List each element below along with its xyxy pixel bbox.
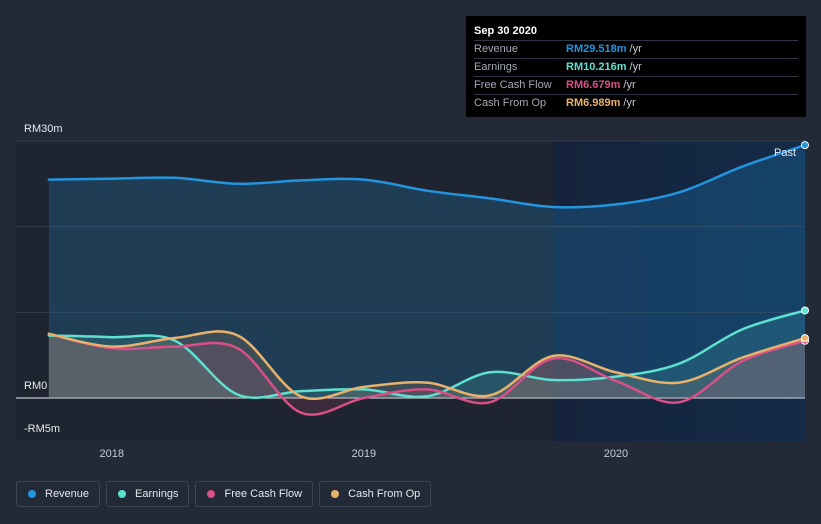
tooltip: Sep 30 2020 Revenue RM29.518m /yr Earnin… — [466, 16, 806, 117]
tooltip-row-unit: /yr — [623, 97, 636, 109]
legend: Revenue Earnings Free Cash Flow Cash Fro… — [16, 481, 432, 507]
endpoint-earnings — [801, 306, 809, 315]
legend-dot-icon — [207, 490, 216, 498]
legend-label: Free Cash Flow — [224, 488, 303, 500]
legend-label: Cash From Op — [348, 488, 421, 500]
x-tick-label-2019: 2019 — [351, 448, 377, 460]
legend-dot-icon — [118, 490, 127, 498]
legend-dot-icon — [331, 490, 340, 498]
line-free-cash-flow — [47, 332, 807, 416]
endpoint-revenue — [801, 141, 809, 150]
tooltip-row-earnings: Earnings RM10.216m /yr — [474, 58, 798, 76]
y-tick-label-30: RM30m — [24, 123, 63, 135]
tooltip-row-unit: /yr — [629, 61, 642, 73]
tooltip-date: Sep 30 2020 — [474, 25, 537, 37]
legend-dot-icon — [28, 490, 36, 498]
tooltip-row-name: Free Cash Flow — [474, 79, 552, 91]
tooltip-row-value: RM6.679m — [566, 79, 621, 91]
legend-item-cash-from-op[interactable]: Cash From Op — [319, 481, 432, 507]
line-earnings — [47, 309, 807, 399]
line-cash-from-op — [47, 330, 807, 401]
tooltip-row-name: Cash From Op — [474, 97, 547, 109]
x-tick-label-2020: 2020 — [603, 448, 629, 460]
tooltip-row-cash-from-op: Cash From Op RM6.989m /yr — [474, 94, 798, 112]
tooltip-row-free-cash-flow: Free Cash Flow RM6.679m /yr — [474, 76, 798, 94]
tooltip-row-value: RM10.216m — [566, 61, 627, 73]
line-revenue — [47, 143, 807, 209]
area-earnings — [48, 310, 806, 398]
y-tick-label-neg5: -RM5m — [24, 423, 61, 435]
tooltip-row-revenue: Revenue RM29.518m /yr — [474, 40, 798, 58]
endpoint-cash-from-op — [801, 334, 809, 343]
tooltip-row-value: RM29.518m — [566, 43, 627, 55]
tooltip-row-unit: /yr — [629, 43, 642, 55]
legend-item-free-cash-flow[interactable]: Free Cash Flow — [195, 481, 314, 507]
legend-item-earnings[interactable]: Earnings — [106, 481, 190, 507]
tooltip-row-unit: /yr — [623, 79, 636, 91]
past-label: Past — [774, 147, 797, 159]
tooltip-row-name: Revenue — [474, 43, 519, 55]
y-tick-label-0: RM0 — [24, 380, 48, 392]
forecast-region — [552, 141, 805, 441]
legend-item-revenue[interactable]: Revenue — [16, 481, 101, 507]
x-tick-label-2018: 2018 — [99, 448, 125, 460]
tooltip-row-name: Earnings — [474, 61, 518, 73]
legend-label: Revenue — [45, 488, 90, 500]
legend-label: Earnings — [135, 488, 179, 500]
tooltip-row-value: RM6.989m — [566, 97, 621, 109]
